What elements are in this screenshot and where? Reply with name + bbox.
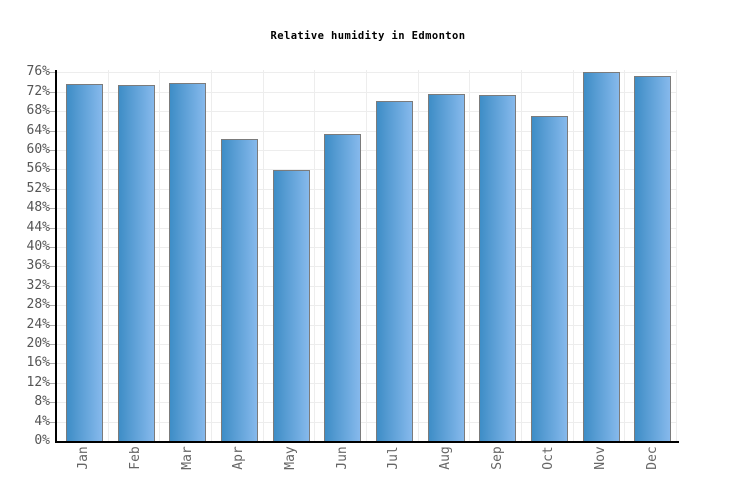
y-axis-tick — [49, 188, 55, 190]
y-axis-label-36: 36% — [26, 258, 50, 274]
y-axis-tick — [49, 285, 55, 287]
bar-jan — [65, 84, 103, 441]
y-axis-label-72: 72% — [26, 83, 50, 99]
y-axis-line — [55, 70, 57, 443]
vertical-gridline — [211, 70, 212, 441]
horizontal-gridline — [57, 150, 677, 152]
y-axis-tick — [49, 130, 55, 132]
bar-dec — [634, 75, 672, 441]
horizontal-gridline — [57, 91, 677, 93]
bar-aug — [427, 93, 465, 441]
vertical-gridline — [107, 70, 109, 441]
y-axis-label-8: 8% — [34, 394, 50, 410]
x-axis-label-dec: Dec — [644, 446, 660, 470]
bar-jul — [375, 100, 413, 441]
y-axis-label-76: 76% — [26, 64, 50, 80]
bar-may — [272, 170, 310, 441]
horizontal-gridline — [57, 421, 677, 423]
y-axis-label-52: 52% — [26, 180, 50, 196]
y-axis-label-24: 24% — [26, 316, 50, 332]
horizontal-gridline — [57, 266, 677, 268]
vertical-gridline — [469, 70, 471, 441]
vertical-gridline — [417, 70, 419, 441]
bar-sep — [479, 94, 517, 441]
vertical-gridline — [262, 70, 264, 441]
x-axis-label-feb: Feb — [128, 446, 143, 470]
x-axis-label-jul: Jul — [386, 446, 402, 470]
y-axis-tick — [49, 169, 55, 171]
y-axis-tick — [49, 111, 55, 113]
y-axis-label-12: 12% — [26, 374, 50, 390]
horizontal-gridline — [57, 130, 677, 132]
horizontal-gridline — [57, 382, 677, 384]
y-axis-tick — [49, 305, 55, 307]
bar-feb — [117, 85, 155, 441]
x-axis-label-mar: Mar — [179, 446, 195, 470]
x-axis-label-jan: Jan — [76, 446, 92, 470]
horizontal-gridline — [57, 111, 677, 113]
x-axis-label-sep: Sep — [489, 446, 505, 470]
y-axis-label-40: 40% — [26, 239, 50, 254]
bar-apr — [220, 139, 258, 441]
horizontal-gridline — [57, 247, 677, 248]
horizontal-gridline — [57, 188, 677, 190]
y-axis-tick — [49, 91, 55, 93]
bar-mar — [169, 82, 207, 441]
y-axis-tick — [49, 266, 55, 268]
y-axis-tick — [49, 421, 55, 423]
vertical-gridline — [676, 70, 677, 441]
x-axis-label-aug: Aug — [438, 446, 453, 470]
y-axis-tick — [49, 402, 55, 404]
y-axis-label-4: 4% — [34, 413, 50, 429]
y-axis-tick — [49, 227, 55, 229]
bar-nov — [582, 71, 620, 441]
y-axis-label-44: 44% — [26, 219, 50, 235]
horizontal-gridline — [57, 324, 677, 326]
horizontal-gridline — [57, 344, 677, 345]
horizontal-gridline — [57, 227, 677, 229]
vertical-gridline — [159, 70, 161, 441]
horizontal-gridline — [57, 402, 677, 404]
y-axis-tick — [49, 382, 55, 384]
y-axis-tick — [49, 324, 55, 326]
y-axis-tick — [49, 208, 55, 210]
x-axis-label-nov: Nov — [593, 446, 608, 470]
y-axis-label-0: 0% — [34, 433, 50, 448]
vertical-gridline — [366, 70, 367, 441]
plot-area — [57, 70, 677, 441]
y-axis-tick — [49, 363, 55, 365]
y-axis-tick — [49, 344, 55, 345]
x-axis-label-apr: Apr — [231, 446, 247, 470]
horizontal-gridline — [57, 208, 677, 210]
x-axis-label-oct: Oct — [541, 446, 557, 470]
vertical-gridline — [314, 70, 316, 441]
chart-title: Relative humidity in Edmonton — [270, 30, 466, 42]
horizontal-gridline — [57, 305, 677, 307]
y-axis-tick — [49, 247, 55, 248]
y-axis-label-68: 68% — [26, 103, 50, 119]
y-axis-label-28: 28% — [26, 297, 50, 313]
bar-jun — [324, 134, 362, 441]
horizontal-gridline — [57, 169, 677, 171]
x-axis-line — [55, 441, 679, 443]
y-axis-tick — [49, 72, 55, 74]
y-axis-tick — [49, 150, 55, 152]
y-axis-label-60: 60% — [26, 142, 50, 158]
horizontal-gridline — [57, 285, 677, 287]
x-axis-label-jun: Jun — [334, 446, 350, 470]
x-axis-label-may: May — [283, 446, 298, 470]
y-axis-label-20: 20% — [26, 336, 50, 351]
horizontal-gridline — [57, 72, 677, 74]
y-axis-label-56: 56% — [26, 161, 50, 177]
vertical-gridline — [572, 70, 574, 441]
y-axis-label-64: 64% — [26, 122, 50, 138]
y-axis-label-48: 48% — [26, 200, 50, 216]
bar-oct — [530, 115, 568, 441]
y-axis-label-16: 16% — [26, 355, 50, 371]
horizontal-gridline — [57, 363, 677, 365]
vertical-gridline — [624, 70, 626, 441]
y-axis-label-32: 32% — [26, 277, 50, 293]
vertical-gridline — [521, 70, 522, 441]
